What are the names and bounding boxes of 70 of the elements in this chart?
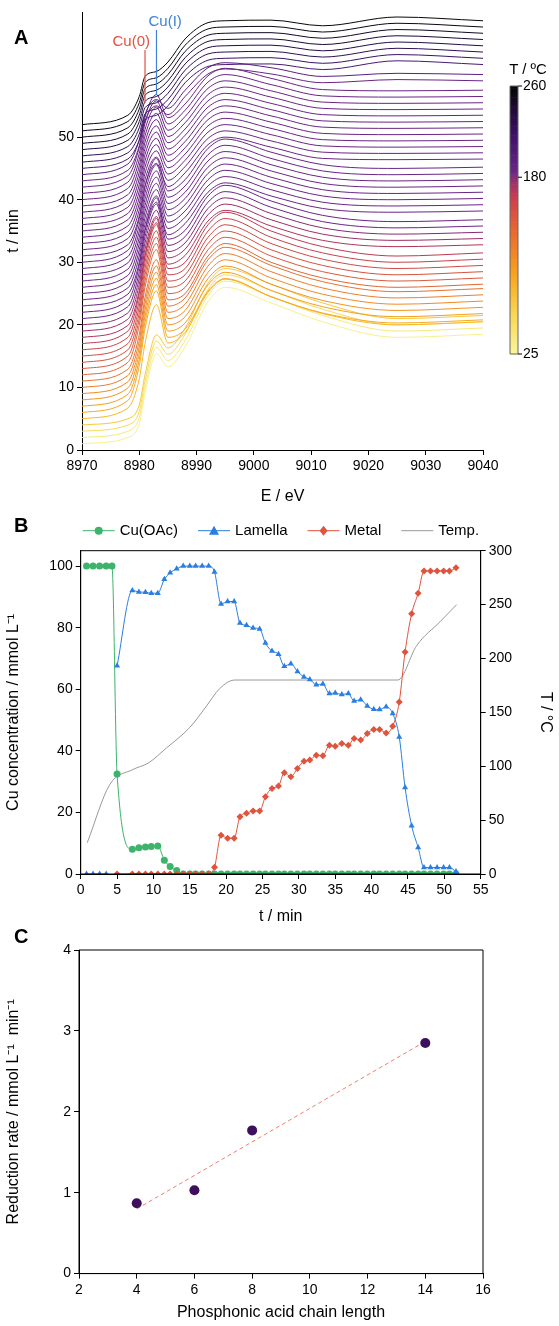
x-tick-label: 50 [436, 881, 453, 898]
x-axis-title: Phosphonic acid chain length [176, 1302, 386, 1320]
y2-tick-label: 150 [488, 703, 513, 720]
x-tick-label: 40 [363, 881, 380, 898]
x-tick-label: 9020 [352, 457, 385, 474]
x-tick-label: 8990 [180, 457, 213, 474]
y-tick-label: 60 [57, 680, 73, 697]
x-tick-label: 30 [291, 881, 307, 898]
y-tick-label: 0 [66, 440, 75, 457]
x-tick-label: 4 [132, 1280, 141, 1297]
x-tick-label: 35 [327, 881, 344, 898]
x-tick-label: 12 [359, 1280, 376, 1297]
legend-label: Cu(OAc) [119, 520, 179, 538]
y-tick-label: 1 [63, 1183, 72, 1200]
x-axis-title: t / min [258, 906, 303, 924]
x-tick-label: 9040 [467, 457, 499, 474]
x-tick-label: 8980 [123, 457, 156, 474]
x-tick-label: 10 [302, 1280, 318, 1297]
ref-line-label: Cu(I) [148, 11, 182, 29]
legend-label: Metal [344, 520, 382, 538]
y-tick-label: 3 [63, 1021, 72, 1038]
color-bar-title: T / ºC [509, 60, 548, 77]
x-tick-label: 45 [400, 881, 416, 898]
x-tick-label: 15 [182, 881, 198, 898]
y-axis-title: Reduction rate / mmol L⁻¹ min⁻¹ [4, 999, 22, 1225]
x-tick-label: 5 [113, 881, 122, 898]
x-tick-label: 20 [218, 881, 235, 898]
x-tick-label: 8 [248, 1280, 257, 1297]
y-tick-label: 40 [57, 741, 73, 758]
chart-title: B [14, 514, 29, 536]
x-tick-label: 16 [475, 1280, 491, 1297]
x-tick-label: 10 [145, 881, 162, 898]
x-axis-title: E / eV [260, 486, 305, 504]
y-axis-title: Cu concentration / mmol L⁻¹ [4, 613, 22, 811]
y-axis-title: t / min [4, 209, 22, 253]
y-tick-label: 0 [63, 1264, 72, 1281]
y-tick-label: 10 [58, 378, 75, 395]
y2-tick-label: 300 [488, 541, 513, 558]
x-tick-label: 9000 [238, 457, 270, 474]
y2-tick-label: 50 [488, 810, 505, 827]
y2-axis-title: T / °C [537, 691, 555, 733]
y-tick-label: 100 [49, 556, 73, 573]
color-bar-label: 260 [523, 76, 547, 93]
x-tick-label: 14 [417, 1280, 434, 1297]
chart-title: C [14, 925, 29, 947]
color-bar-label: 180 [523, 168, 547, 185]
y-tick-label: 4 [63, 940, 72, 957]
y2-tick-label: 200 [488, 649, 513, 666]
x-tick-label: 25 [254, 881, 271, 898]
x-tick-label: 55 [472, 881, 489, 898]
y2-tick-label: 100 [488, 757, 513, 774]
y-tick-label: 20 [58, 315, 75, 332]
ref-line-label: Cu(0) [112, 31, 151, 49]
color-bar-label: 25 [523, 344, 539, 361]
y-tick-label: 2 [63, 1102, 72, 1119]
text: A [14, 26, 29, 48]
y-tick-label: 50 [58, 128, 75, 144]
y-tick-label: 80 [57, 618, 73, 635]
y-tick-label: 40 [58, 190, 75, 207]
y2-tick-label: 0 [488, 864, 497, 881]
x-tick-label: 6 [190, 1280, 199, 1297]
x-tick-label: 8970 [66, 457, 98, 474]
x-tick-label: 9010 [295, 457, 327, 474]
legend-label: Temp. [438, 520, 480, 538]
legend-label: Lamella [235, 520, 289, 538]
x-tick-label: 9030 [410, 457, 442, 474]
y2-tick-label: 250 [488, 595, 513, 612]
y-tick-label: 0 [64, 864, 73, 881]
y-tick-label: 20 [57, 803, 73, 820]
y-tick-label: 30 [58, 253, 75, 270]
